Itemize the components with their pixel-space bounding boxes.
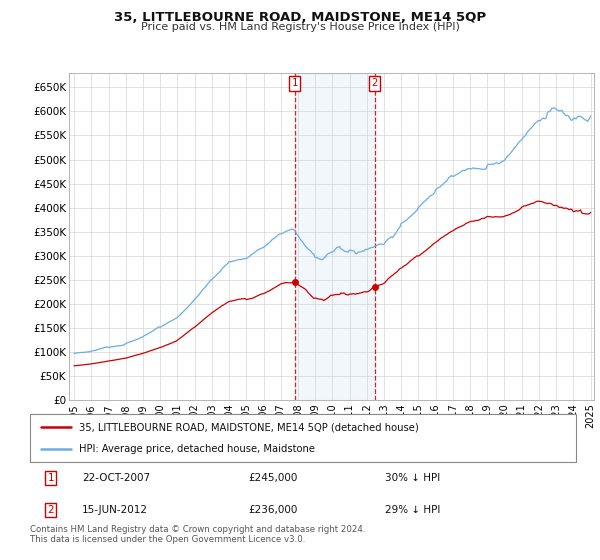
Bar bbox=[295, 73, 375, 400]
Text: This data is licensed under the Open Government Licence v3.0.: This data is licensed under the Open Gov… bbox=[30, 535, 305, 544]
Text: 29% ↓ HPI: 29% ↓ HPI bbox=[385, 505, 440, 515]
Text: 15-JUN-2012: 15-JUN-2012 bbox=[82, 505, 148, 515]
Text: 2: 2 bbox=[371, 78, 378, 88]
Text: 2: 2 bbox=[47, 505, 54, 515]
Text: 35, LITTLEBOURNE ROAD, MAIDSTONE, ME14 5QP (detached house): 35, LITTLEBOURNE ROAD, MAIDSTONE, ME14 5… bbox=[79, 422, 419, 432]
Text: Contains HM Land Registry data © Crown copyright and database right 2024.: Contains HM Land Registry data © Crown c… bbox=[30, 525, 365, 534]
Text: HPI: Average price, detached house, Maidstone: HPI: Average price, detached house, Maid… bbox=[79, 444, 315, 454]
Text: £236,000: £236,000 bbox=[248, 505, 298, 515]
Text: 30% ↓ HPI: 30% ↓ HPI bbox=[385, 473, 440, 483]
Text: 1: 1 bbox=[47, 473, 54, 483]
Text: 35, LITTLEBOURNE ROAD, MAIDSTONE, ME14 5QP: 35, LITTLEBOURNE ROAD, MAIDSTONE, ME14 5… bbox=[114, 11, 486, 24]
Text: 1: 1 bbox=[292, 78, 298, 88]
Text: 22-OCT-2007: 22-OCT-2007 bbox=[82, 473, 150, 483]
Text: Price paid vs. HM Land Registry's House Price Index (HPI): Price paid vs. HM Land Registry's House … bbox=[140, 22, 460, 32]
Text: £245,000: £245,000 bbox=[248, 473, 298, 483]
